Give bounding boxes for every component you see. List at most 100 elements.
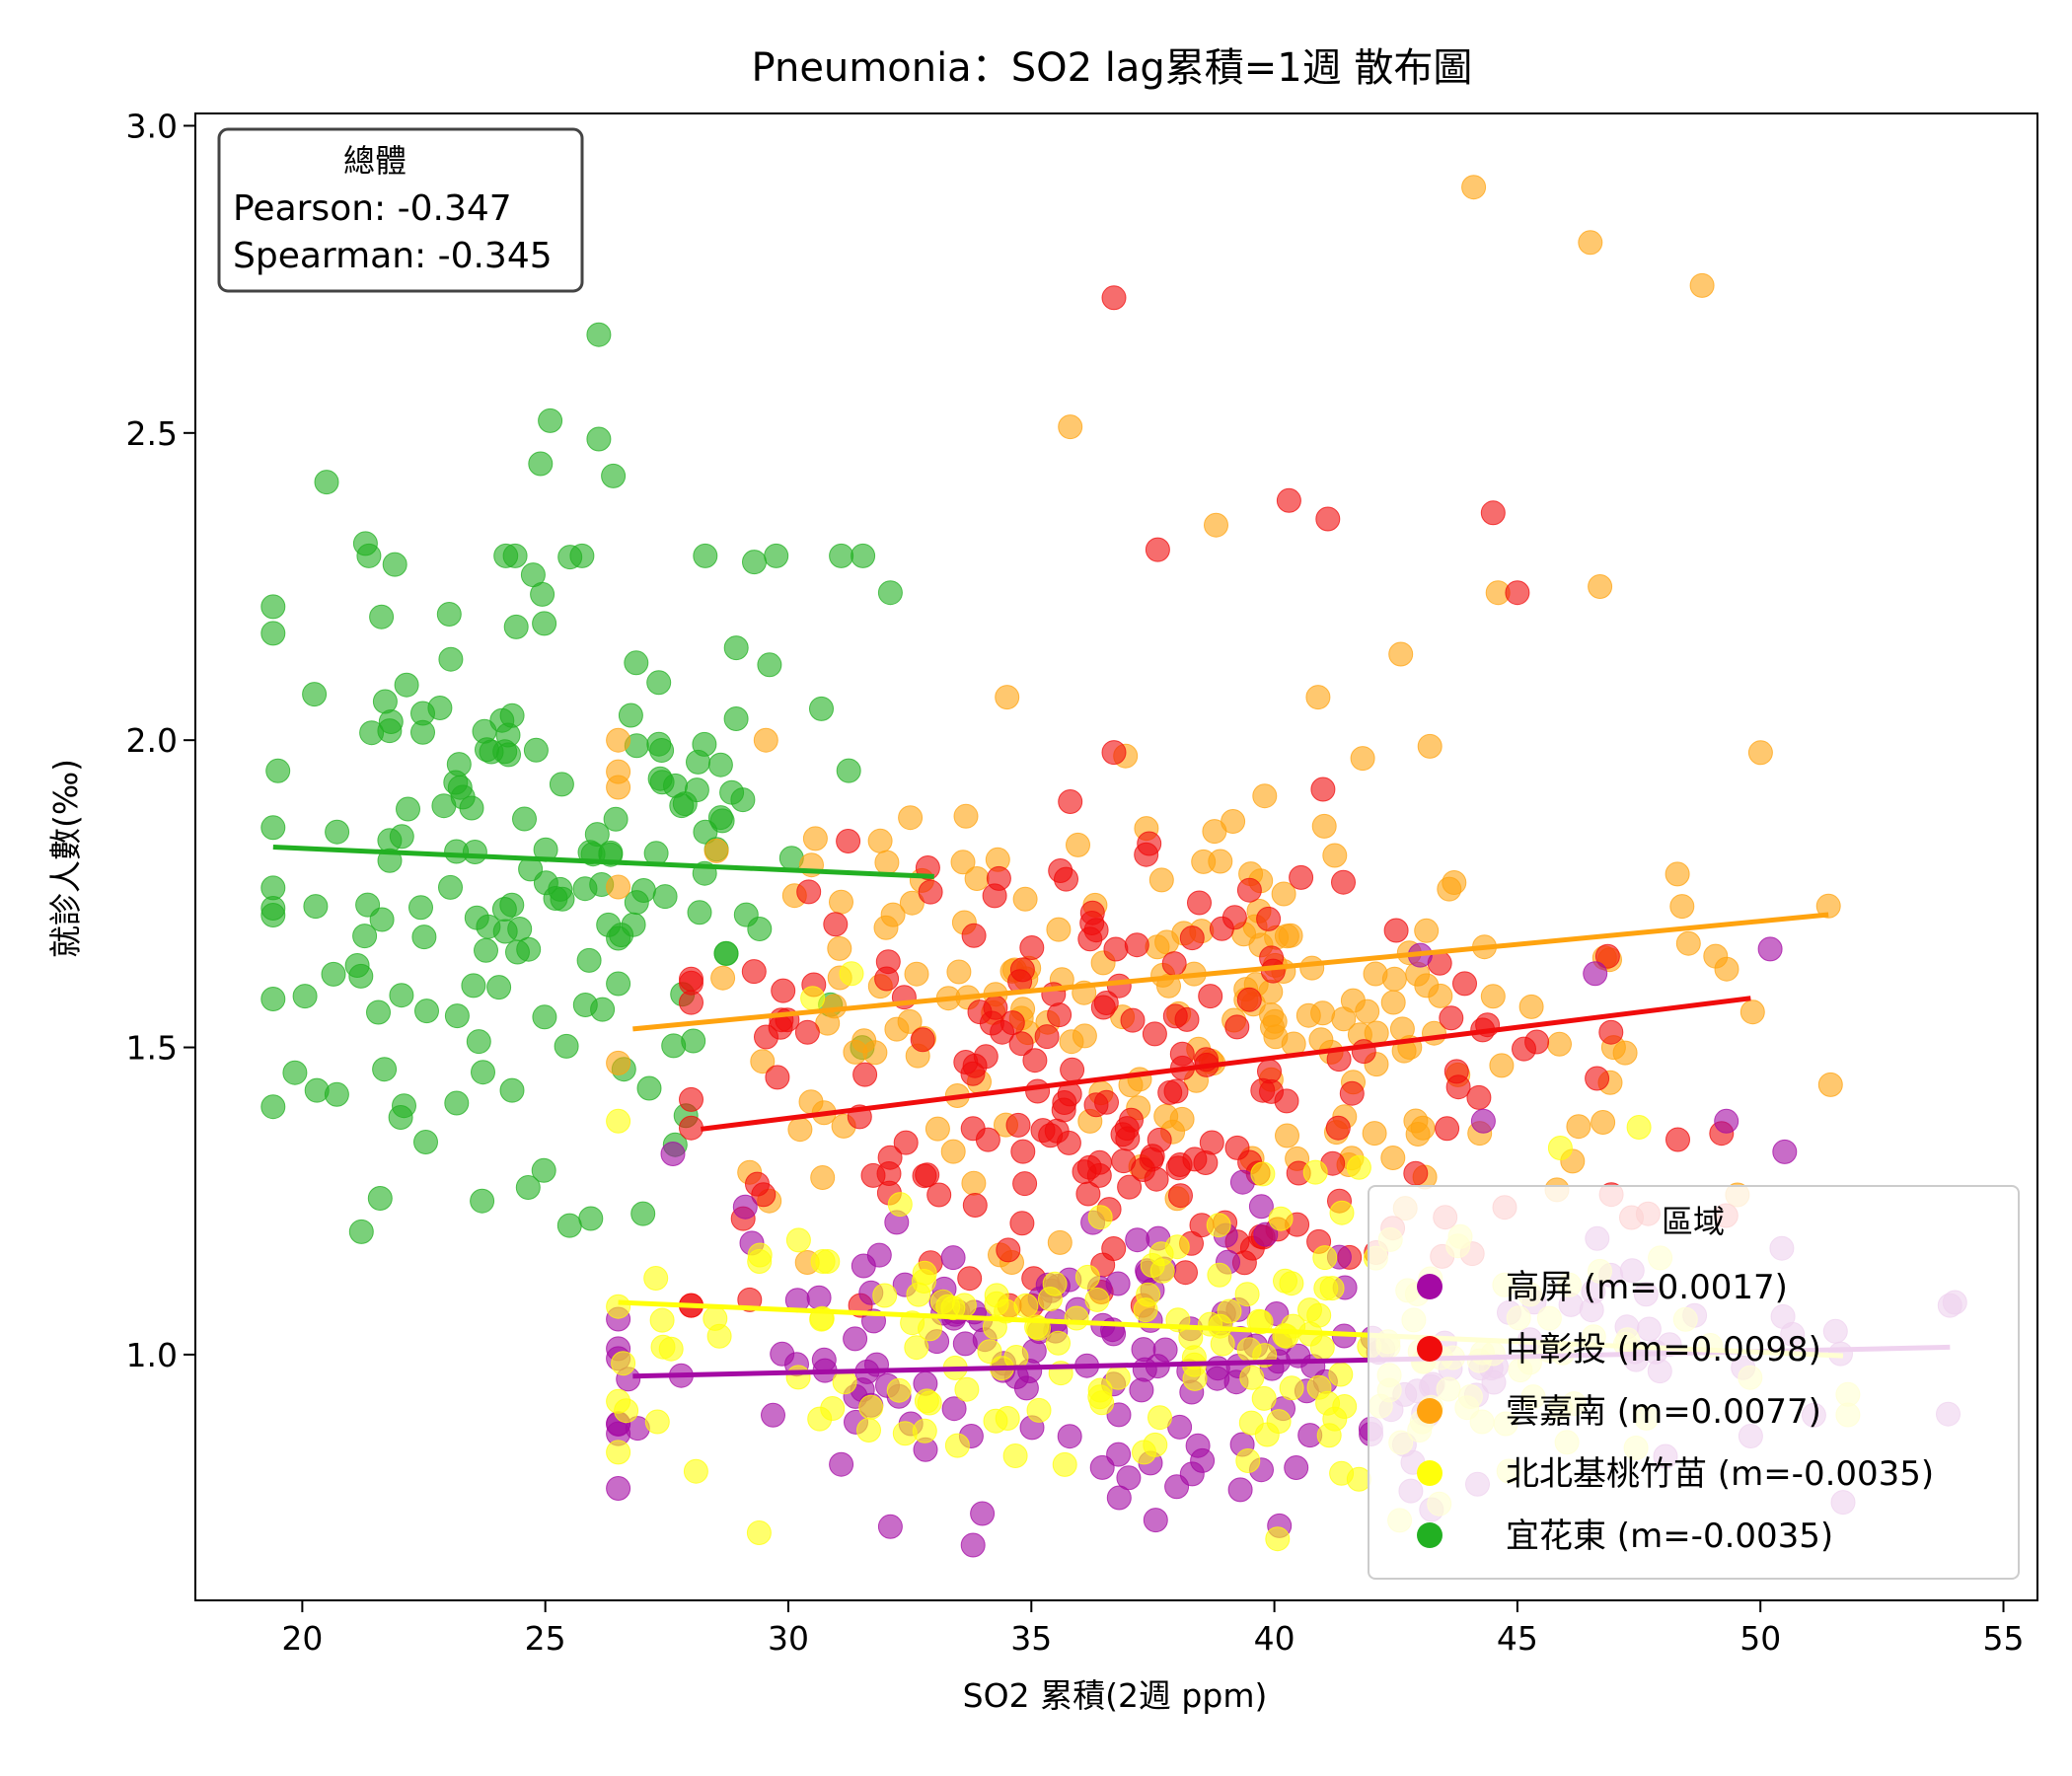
series-4-point bbox=[747, 1249, 773, 1274]
legend-marker bbox=[1417, 1398, 1443, 1424]
series-4-point bbox=[1268, 1206, 1294, 1231]
series-2-point bbox=[1598, 1019, 1624, 1045]
y-tick-label: 1.5 bbox=[126, 1029, 178, 1068]
series-1-point bbox=[970, 1501, 996, 1526]
series-1-point bbox=[1253, 1221, 1279, 1247]
series-2-point bbox=[1466, 1084, 1492, 1110]
series-1-point bbox=[1248, 1194, 1274, 1220]
series-4-point bbox=[1346, 1154, 1371, 1180]
series-5-point bbox=[377, 718, 403, 744]
series-3-point bbox=[964, 866, 990, 891]
series-3-point bbox=[1747, 740, 1773, 766]
series-4-point bbox=[1002, 1443, 1028, 1468]
series-5-point bbox=[444, 1003, 470, 1029]
series-4-point bbox=[1013, 1293, 1039, 1318]
series-3-point bbox=[1311, 813, 1337, 839]
series-3-point bbox=[1275, 1123, 1299, 1148]
series-5-point bbox=[877, 580, 903, 606]
series-2-point bbox=[823, 912, 849, 937]
y-tick-label: 3.0 bbox=[126, 107, 178, 145]
series-5-point bbox=[352, 924, 378, 949]
series-3-point bbox=[787, 1117, 813, 1143]
series-2-point bbox=[1005, 1112, 1031, 1138]
series-1-point bbox=[1089, 1454, 1115, 1480]
series-1-point bbox=[1105, 1271, 1131, 1296]
series-5-point bbox=[693, 819, 718, 845]
y-axis: 1.0 1.5 2.0 2.5 3.0 bbox=[126, 107, 195, 1374]
series-3-point bbox=[1815, 893, 1841, 919]
series-1-point bbox=[811, 1347, 837, 1372]
series-5-point bbox=[389, 824, 414, 850]
pearson-text: Pearson: -0.347 bbox=[233, 188, 512, 229]
series-4-point bbox=[1239, 1365, 1265, 1390]
series-4-point bbox=[892, 1421, 918, 1446]
series-1-point bbox=[1106, 1485, 1132, 1511]
legend-marker bbox=[1417, 1460, 1443, 1486]
series-2-point bbox=[1060, 1057, 1085, 1082]
series-2-point bbox=[1169, 1041, 1195, 1067]
x-tick-label: 25 bbox=[525, 1619, 566, 1658]
series-5-point bbox=[366, 999, 391, 1025]
series-1-point bbox=[732, 1194, 758, 1220]
series-5-point bbox=[556, 1213, 582, 1238]
plot-frame bbox=[194, 112, 2038, 1601]
series-4-point bbox=[1547, 1136, 1573, 1160]
series-3-point bbox=[904, 961, 929, 987]
series-3-point bbox=[710, 965, 736, 991]
series-3-point bbox=[1072, 1023, 1097, 1049]
series-3-point bbox=[1058, 414, 1083, 440]
series-3-point bbox=[961, 1170, 987, 1196]
series-2-point bbox=[1124, 932, 1149, 958]
series-1-point bbox=[1179, 1461, 1205, 1487]
series-3-point bbox=[798, 1089, 824, 1115]
series-2-point bbox=[1173, 1260, 1198, 1286]
series-1-point bbox=[1470, 1108, 1496, 1134]
legend-label: 雲嘉南 (m=0.0077) bbox=[1506, 1392, 1821, 1432]
series-4-point bbox=[951, 1293, 977, 1318]
series-2-point bbox=[1157, 1079, 1183, 1105]
series-2-point bbox=[1168, 1183, 1193, 1209]
series-5-point bbox=[471, 1060, 495, 1085]
series-5-point bbox=[549, 772, 574, 797]
series-4-point bbox=[1346, 1466, 1371, 1492]
series-4-point bbox=[1084, 1287, 1110, 1312]
x-tick-label: 40 bbox=[1254, 1619, 1295, 1658]
series-5-point bbox=[438, 646, 464, 672]
series-4-point bbox=[856, 1418, 881, 1443]
series-5-point bbox=[411, 925, 437, 950]
series-5-point bbox=[260, 987, 286, 1011]
series-4-point bbox=[839, 961, 864, 987]
series-4-point bbox=[1052, 1451, 1077, 1477]
series-3-point bbox=[1703, 943, 1729, 969]
series-2-point bbox=[1289, 864, 1314, 890]
series-5-point bbox=[260, 1094, 286, 1120]
series-3-point bbox=[1380, 990, 1406, 1015]
series-5-point bbox=[438, 874, 463, 900]
series-3-trend-line bbox=[632, 912, 1829, 1032]
series-4-point bbox=[872, 1283, 898, 1308]
series-2-point bbox=[1276, 487, 1301, 513]
series-2-point bbox=[961, 923, 987, 948]
series-2-point bbox=[1048, 858, 1073, 883]
series-2-point bbox=[1325, 1115, 1351, 1141]
series-4-point bbox=[1274, 1323, 1299, 1349]
series-3-point bbox=[897, 1008, 923, 1034]
series-2-point bbox=[1056, 1130, 1081, 1155]
series-3-point bbox=[822, 994, 848, 1019]
series-5-point bbox=[569, 543, 595, 568]
series-5-point bbox=[503, 614, 529, 639]
series-4-point bbox=[614, 1398, 639, 1424]
series-2-point bbox=[957, 1266, 983, 1292]
series-5-point bbox=[321, 961, 346, 987]
legend-frame bbox=[1368, 1185, 2020, 1580]
series-3-point bbox=[1305, 685, 1331, 710]
series-4-point bbox=[1312, 1245, 1338, 1271]
series-5-point bbox=[260, 594, 286, 620]
series-5-point bbox=[531, 1157, 556, 1183]
series-2-point bbox=[1452, 971, 1477, 997]
series-5-point bbox=[459, 795, 484, 821]
series-5-point bbox=[576, 947, 602, 973]
series-2-point bbox=[1256, 906, 1282, 931]
series-3-point bbox=[1066, 832, 1090, 857]
series-2-point bbox=[999, 1010, 1025, 1036]
